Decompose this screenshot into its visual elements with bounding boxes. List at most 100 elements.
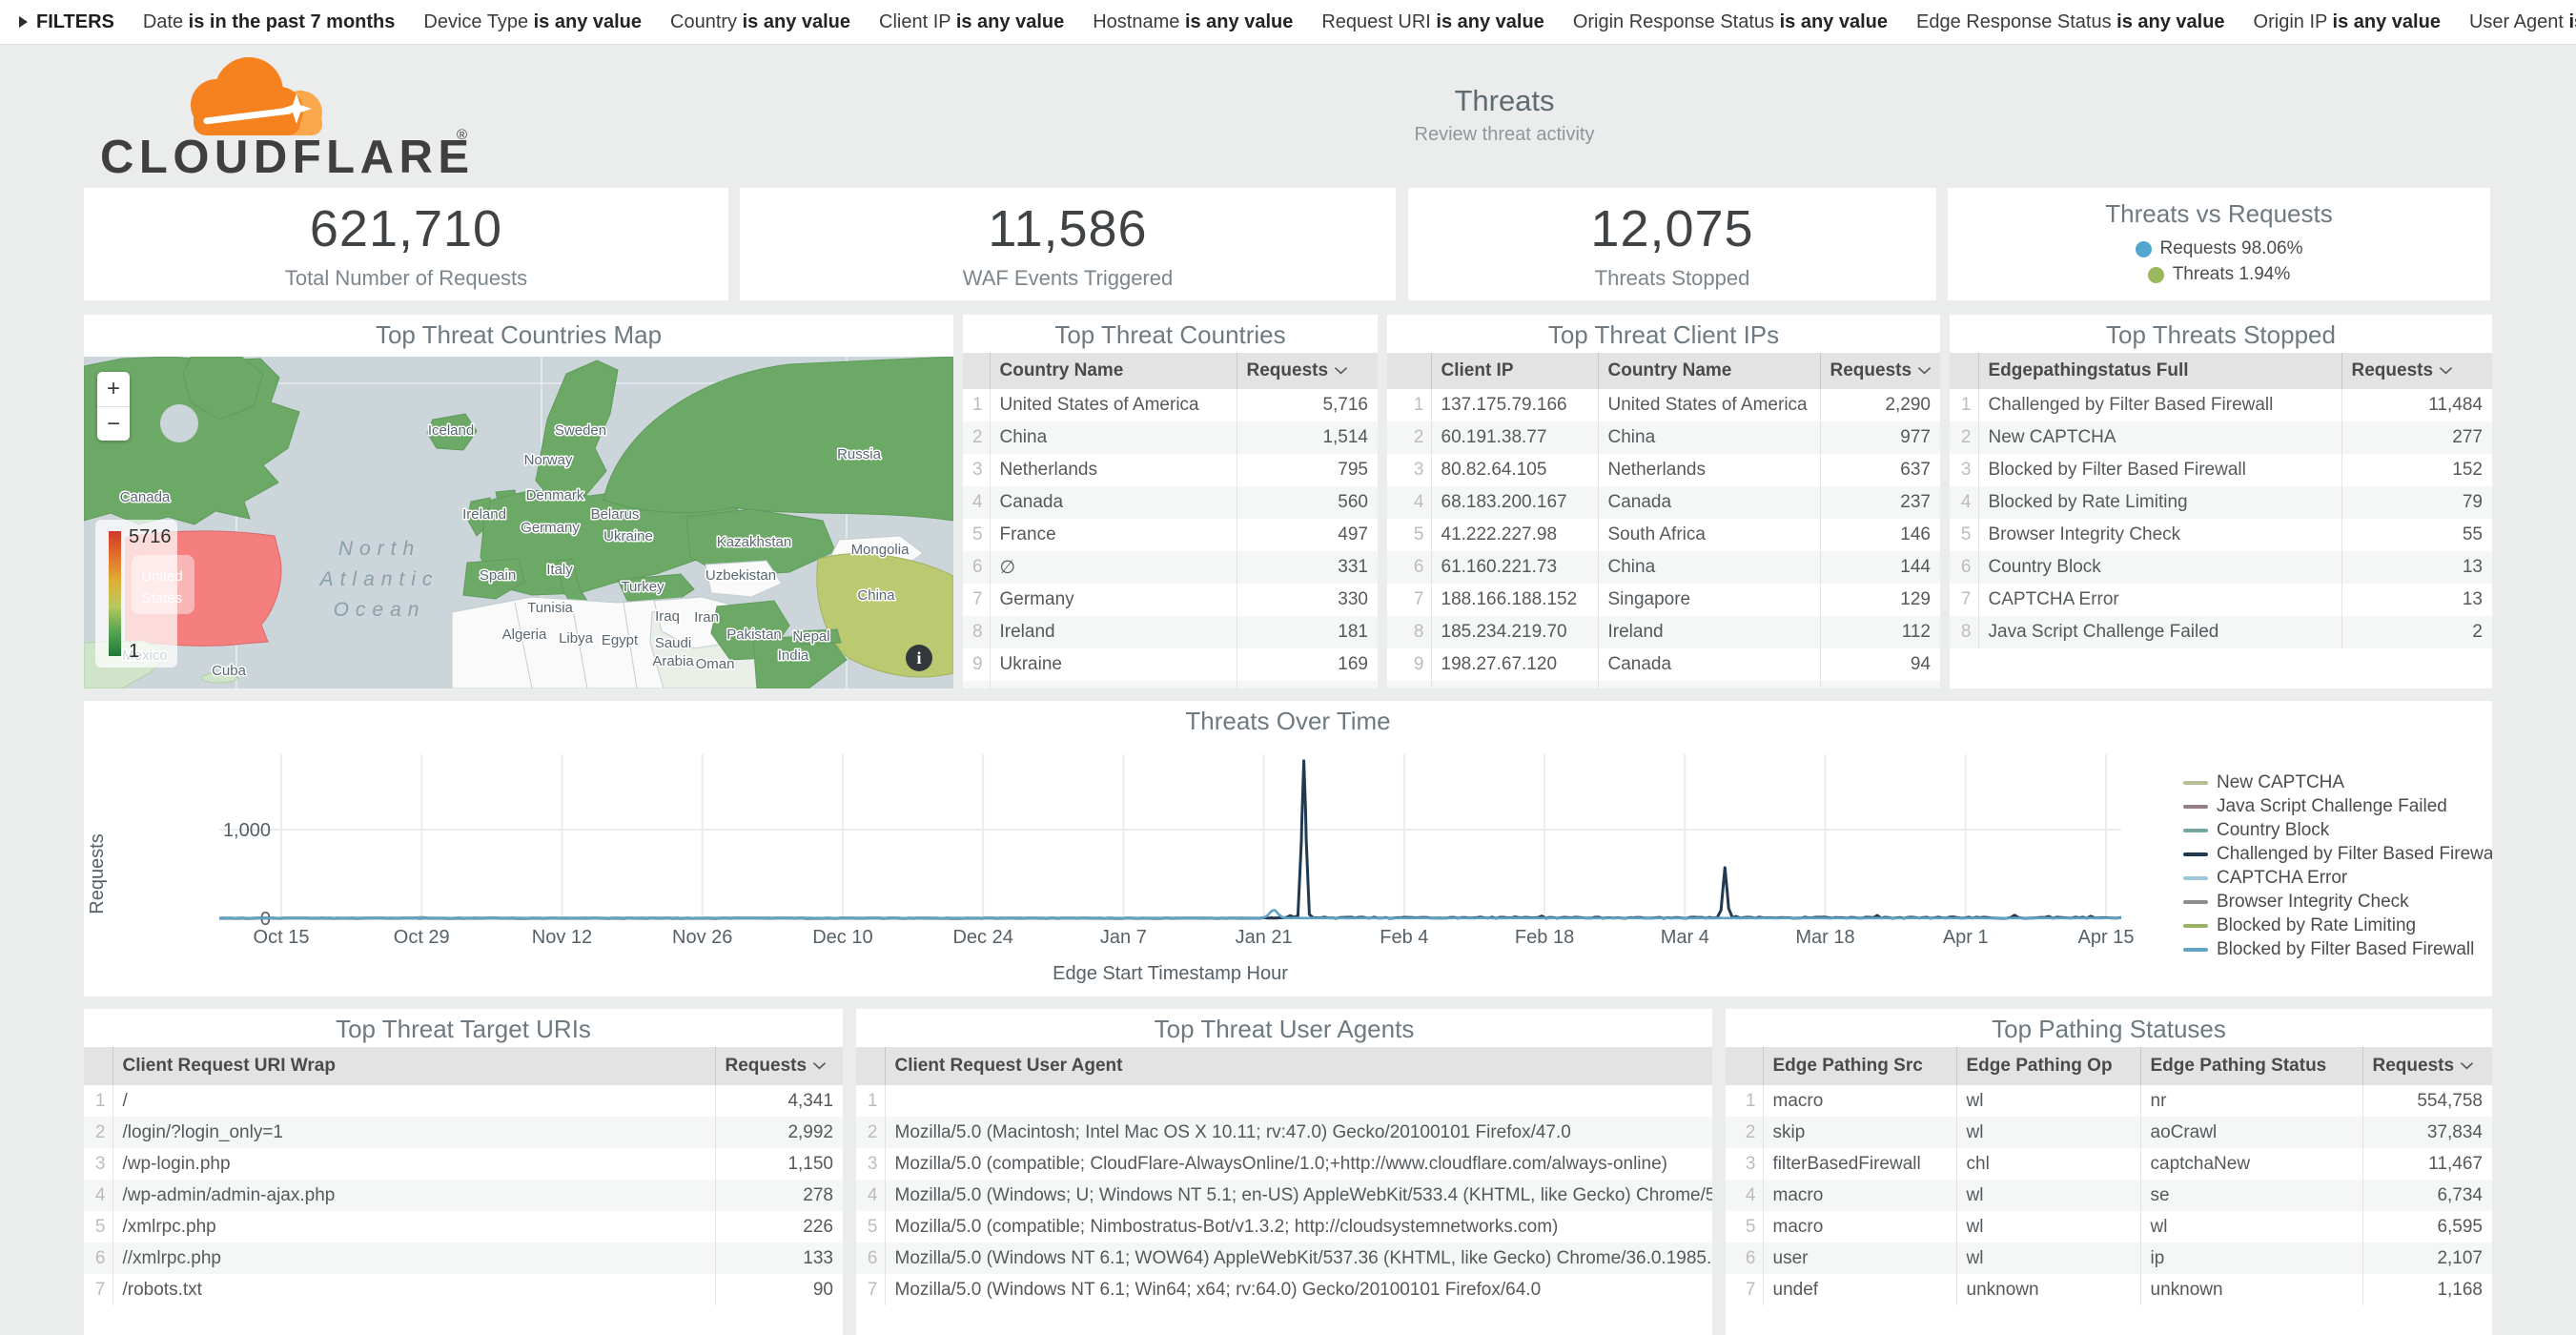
filter-item-date[interactable]: Date is in the past 7 months (142, 10, 396, 32)
map-label-kazakhstan: Kazakhstan (717, 534, 791, 550)
table-row[interactable]: 7/robots.txt 90 (84, 1274, 843, 1305)
chart-legend-item[interactable]: New CAPTCHA (2183, 772, 2492, 792)
table-row[interactable]: 9 Ukraine 169 (963, 648, 1378, 681)
filter-item-device-type[interactable]: Device Type is any value (423, 10, 643, 32)
table-cell: 94 (1819, 648, 1940, 681)
table-row[interactable]: 1 macro wl nr 554,758 (1726, 1085, 2492, 1117)
map-label-algeria: Algeria (502, 626, 547, 643)
table-cell: Netherlands (1597, 454, 1820, 486)
table-row[interactable]: 1 /4,341 (84, 1085, 843, 1117)
filter-item-country[interactable]: Country is any value (670, 10, 851, 32)
table-cell: 4,341 (714, 1085, 843, 1117)
table-row[interactable]: 7 Germany 330 (963, 584, 1378, 616)
column-header-requests[interactable]: Requests (1819, 353, 1940, 389)
table-row[interactable]: 10Singapore158 (963, 681, 1378, 688)
chart-legend-item[interactable]: Country Block (2183, 820, 2492, 840)
table-row[interactable]: 5/xmlrpc.php 226 (84, 1211, 843, 1243)
table-row[interactable]: 6 61.160.221.73 China 144 (1387, 551, 1940, 584)
table-row[interactable]: 3 Netherlands 795 (963, 454, 1378, 486)
table-row[interactable]: 4 macro wl se 6,734 (1726, 1180, 2492, 1211)
column-header-requests[interactable]: Requests (714, 1047, 843, 1085)
world-map[interactable]: CanadaUnitedStatesMexicoCubaIcelandIrela… (84, 357, 953, 688)
table-row[interactable]: 5 Mozilla/5.0 (compatible; Nimbostratus-B… (856, 1211, 1712, 1243)
table-cell: 2,992 (714, 1117, 843, 1148)
table-row[interactable]: 5 Browser Integrity Check 55 (1950, 519, 2492, 551)
chart-legend-item[interactable]: Java Script Challenge Failed (2183, 796, 2492, 816)
table-row[interactable]: 3/wp-login.php 1,150 (84, 1148, 843, 1180)
table-row[interactable]: 6 user wl ip 2,107 (1726, 1243, 2492, 1274)
chart-legend-item[interactable]: Browser Integrity Check (2183, 892, 2492, 912)
table-row[interactable]: 7 undef unknown unknown 1,168 (1726, 1274, 2492, 1305)
table-row[interactable]: 1 United States of America 5,716 (963, 389, 1378, 421)
map-label-ireland: Ireland (462, 506, 506, 523)
chart-legend-item[interactable]: Challenged by Filter Based Firewall (2183, 844, 2492, 864)
map-zoom-in-button[interactable]: + (97, 372, 130, 407)
map-label-pakistan: Pakistan (726, 626, 782, 643)
filter-item-user-agent[interactable]: User Agent is any value (2468, 10, 2576, 32)
legend-label: Requests 98.06% (2159, 238, 2303, 258)
filters-toggle[interactable]: FILTERS (19, 11, 114, 33)
row-number: 8 (1413, 622, 1424, 642)
table-row[interactable]: 4 Canada 560 (963, 486, 1378, 519)
table-row[interactable]: 6 Mozilla/5.0 (Windows NT 6.1; WOW64) App… (856, 1243, 1712, 1274)
table-row[interactable]: 2/login/?login_only=1 2,992 (84, 1117, 843, 1148)
filter-item-request-uri[interactable]: Request URI is any value (1321, 10, 1544, 32)
top-threat-client-ips-table: Client IP Country Name Requests 1 137.175.79… (1387, 353, 1940, 688)
table-row[interactable]: 3 Mozilla/5.0 (compatible; CloudFlare-Alw… (856, 1148, 1712, 1180)
table-row[interactable]: 2 skip wl aoCrawl 37,834 (1726, 1117, 2492, 1148)
table-cell: undef (1762, 1274, 1956, 1305)
column-header-requests[interactable]: Requests (2341, 353, 2492, 389)
table-row[interactable]: 4 68.183.200.167 Canada 237 (1387, 486, 1940, 519)
top-pathing-statuses-table: Edge Pathing Src Edge Pathing Op Edge Path… (1726, 1047, 2492, 1305)
chart-legend-item[interactable]: Blocked by Filter Based Firewall (2183, 939, 2492, 959)
filter-item-client-ip[interactable]: Client IP is any value (879, 10, 1065, 32)
chart-legend-item[interactable]: Blocked by Rate Limiting (2183, 915, 2492, 935)
table-row[interactable]: 3 80.82.64.105 Netherlands 637 (1387, 454, 1940, 486)
table-row[interactable]: 1 Challenged by Filter Based Firewall 11,4… (1950, 389, 2492, 421)
row-number: 4 (1413, 492, 1424, 512)
table-row[interactable]: 8 185.234.219.70 Ireland 112 (1387, 616, 1940, 648)
table-row[interactable]: 5 macro wl wl 6,595 (1726, 1211, 2492, 1243)
table-row[interactable]: 6 Country Block 13 (1950, 551, 2492, 584)
table-row[interactable]: 7 188.166.188.152 Singapore 129 (1387, 584, 1940, 616)
map-info-button[interactable]: i (906, 645, 932, 671)
table-row[interactable]: 4/wp-admin/admin-ajax.php 278 (84, 1180, 843, 1211)
table-row[interactable]: 1 137.175.79.166 United States of America 2… (1387, 389, 1940, 421)
table-row[interactable]: 3 Blocked by Filter Based Firewall 152 (1950, 454, 2492, 486)
table-row[interactable]: 5 France 497 (963, 519, 1378, 551)
table-row[interactable]: 4 Mozilla/5.0 (Windows; U; Windows NT 5.1… (856, 1180, 1712, 1211)
chart-legend-item[interactable]: CAPTCHA Error (2183, 868, 2492, 888)
table-row[interactable]: 2 60.191.38.77 China 977 (1387, 421, 1940, 454)
chart-title: Threats Over Time (1185, 707, 1391, 735)
filter-item-origin-ip[interactable]: Origin IP is any value (2253, 10, 2441, 32)
table-row[interactable]: 4 Blocked by Rate Limiting 79 (1950, 486, 2492, 519)
map-scale-max: 5716 (129, 526, 172, 547)
filter-item-origin-response-status[interactable]: Origin Response Status is any value (1572, 10, 1888, 32)
table-cell: 13 (2341, 584, 2492, 616)
table-row[interactable]: 7 CAPTCHA Error 13 (1950, 584, 2492, 616)
table-row[interactable]: 2 China 1,514 (963, 421, 1378, 454)
table-cell: 61.160.221.73 (1430, 551, 1598, 584)
map-zoom-out-button[interactable]: − (106, 410, 120, 437)
table-row[interactable]: 2 New CAPTCHA 277 (1950, 421, 2492, 454)
table-cell: /xmlrpc.php (112, 1211, 715, 1243)
table-row[interactable]: 1 (856, 1085, 1712, 1117)
table-cell: wl (2139, 1211, 2362, 1243)
filter-item-edge-response-status[interactable]: Edge Response Status is any value (1916, 10, 2225, 32)
filter-item-hostname[interactable]: Hostname is any value (1093, 10, 1294, 32)
table-row[interactable]: 1061.160.247.127China90 (1387, 681, 1940, 688)
table-row[interactable]: 7 Mozilla/5.0 (Windows NT 6.1; Win64; x64… (856, 1274, 1712, 1305)
column-header-requests[interactable]: Requests (1236, 353, 1378, 389)
table-row[interactable]: 9 198.27.67.120 Canada 94 (1387, 648, 1940, 681)
column-header-requests[interactable]: Requests (2361, 1047, 2492, 1085)
data-table: Country Name Requests 1 United States of Am… (963, 353, 1378, 688)
table-row[interactable]: 8 Java Script Challenge Failed 2 (1950, 616, 2492, 648)
table-row[interactable]: 6 ∅ 331 (963, 551, 1378, 584)
table-row[interactable]: 3 filterBasedFirewall chl captchaNew 11,467 (1726, 1148, 2492, 1180)
table-row[interactable]: 6 //xmlrpc.php 133 (84, 1243, 843, 1274)
table-row[interactable]: 5 41.222.227.98 South Africa 146 (1387, 519, 1940, 551)
table-row[interactable]: 2 Mozilla/5.0 (Macintosh; Intel Mac OS X … (856, 1117, 1712, 1148)
table-row[interactable]: 8 Ireland 181 (963, 616, 1378, 648)
table-cell: Mozilla/5.0 (Windows NT 6.1; Win64; x64;… (884, 1274, 1712, 1305)
